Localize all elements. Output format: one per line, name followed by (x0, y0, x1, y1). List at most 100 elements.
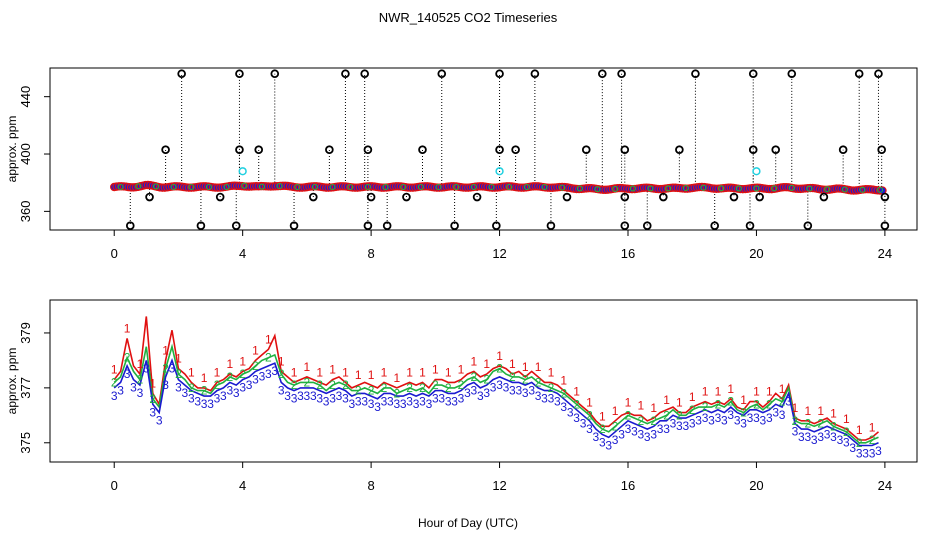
flagged-point (437, 69, 447, 79)
series-3-marker: 3 (368, 397, 375, 411)
bottom-plot-frame (49, 299, 918, 463)
series-1-marker: 1 (509, 357, 516, 371)
series-3-marker: 3 (869, 447, 876, 461)
cyan-point (495, 167, 504, 176)
series-3-marker: 3 (445, 394, 452, 408)
series-2-marker: 2 (856, 436, 863, 450)
baseline-point (647, 185, 654, 192)
series-3-marker: 3 (593, 430, 600, 444)
series-3-marker: 3 (239, 381, 246, 395)
flagged-point (530, 69, 540, 79)
flagged-point (691, 69, 700, 79)
series-3-marker: 3 (509, 383, 516, 397)
series-1-marker: 1 (727, 382, 734, 396)
top-plot-frame (49, 67, 918, 231)
series-3-marker: 3 (830, 430, 837, 444)
baseline-point (170, 183, 177, 191)
chart-title: NWR_140525 CO2 Timeseries (379, 10, 558, 25)
series-3-marker: 3 (342, 392, 349, 406)
baseline-point (753, 185, 760, 192)
baseline-point (223, 183, 230, 191)
series-3-marker: 3 (413, 397, 420, 411)
flagged-point (215, 192, 225, 202)
series-3-marker: 3 (682, 419, 689, 433)
baseline-point (311, 183, 318, 191)
series-3-marker: 3 (226, 383, 233, 397)
series-3-marker: 3 (875, 444, 882, 458)
series-3-marker: 3 (747, 411, 754, 425)
series-3-marker: 3 (548, 392, 555, 406)
series-3-marker: 3 (843, 436, 850, 450)
series-3-marker: 3 (246, 378, 253, 392)
baseline-point (152, 183, 160, 190)
series-3-marker: 3 (657, 422, 664, 436)
series-3-marker: 3 (175, 381, 182, 395)
flagged-point (874, 69, 883, 79)
flagged-point (562, 192, 572, 202)
series-2-marker: 2 (149, 392, 156, 406)
baseline-point (241, 182, 248, 189)
flagged-point (620, 145, 630, 155)
flagged-point (854, 69, 864, 79)
series-1-marker: 1 (406, 365, 413, 379)
bottom-x-tick-label: 16 (621, 478, 635, 493)
series-2-marker: 2 (226, 370, 233, 384)
series-2-marker: 2 (419, 381, 426, 395)
series-1-marker: 1 (175, 352, 182, 366)
series-1-marker: 1 (548, 365, 555, 379)
series-1-marker: 1 (278, 354, 285, 368)
series-3-marker: 3 (740, 416, 747, 430)
series-1-marker: 1 (638, 398, 645, 412)
series-3-marker: 3 (156, 414, 163, 428)
series-1-marker: 1 (239, 354, 246, 368)
baseline-point (612, 185, 619, 193)
series-3-marker: 3 (760, 414, 767, 428)
series-2-marker: 2 (766, 397, 773, 411)
series-2-marker: 2 (715, 397, 722, 411)
flagged-point (235, 145, 244, 155)
flagged-point (196, 221, 206, 230)
flagged-point (620, 192, 630, 202)
series-2-marker: 2 (368, 384, 375, 398)
top-x-tick-label: 0 (111, 246, 118, 261)
series-3-marker: 3 (265, 367, 272, 381)
series-1-marker: 1 (304, 360, 311, 374)
series-3-marker: 3 (528, 383, 535, 397)
series-1-marker: 1 (702, 385, 709, 399)
flagged-point (598, 69, 607, 79)
series-3-marker: 3 (143, 361, 150, 375)
series-2-marker: 2 (573, 397, 580, 411)
flagged-point (581, 145, 591, 155)
flagged-point (787, 69, 797, 79)
series-3-marker: 3 (381, 394, 388, 408)
flagged-point (309, 192, 318, 202)
series-1-marker: 1 (573, 385, 580, 399)
series-2-marker: 2 (702, 400, 709, 414)
baseline-point (400, 183, 407, 191)
series-3-marker: 3 (663, 422, 670, 436)
cyan-point (238, 167, 247, 176)
series-1-marker: 1 (342, 365, 349, 379)
series-1-marker: 1 (753, 385, 760, 399)
series-3-marker: 3 (541, 392, 548, 406)
bottom-x-tick-label: 4 (239, 478, 246, 493)
series-1-marker: 1 (676, 396, 683, 410)
series-2-marker: 2 (650, 414, 657, 428)
flagged-point (341, 69, 350, 79)
flagged-point (495, 145, 504, 155)
series-1-marker: 1 (689, 390, 696, 404)
series-1-marker: 1 (522, 360, 529, 374)
series-1-marker: 1 (188, 365, 195, 379)
series-2-marker: 2 (381, 381, 388, 395)
series-2-marker: 2 (689, 403, 696, 417)
series-2-marker: 2 (612, 419, 619, 433)
series-2-marker: 2 (406, 381, 413, 395)
series-3-marker: 3 (471, 383, 478, 397)
series-3-marker: 3 (779, 408, 786, 422)
series-3-marker: 3 (817, 430, 824, 444)
series-1-marker: 1 (149, 376, 156, 390)
series-2-marker: 2 (432, 378, 439, 392)
series-3-marker: 3 (612, 433, 619, 447)
flagged-point (418, 145, 427, 155)
